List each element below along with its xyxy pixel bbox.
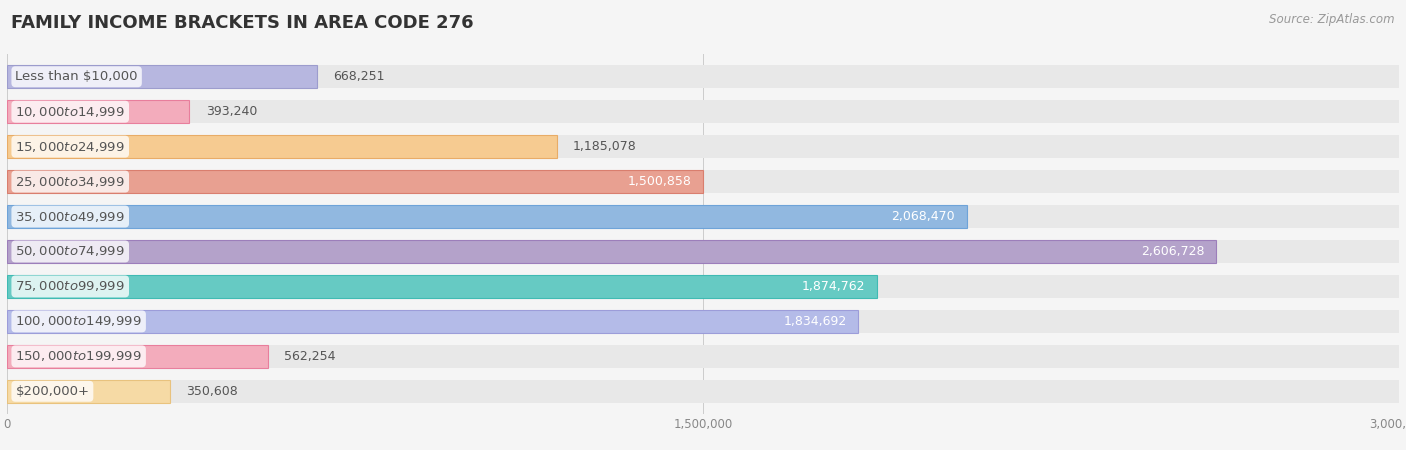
Bar: [7, 65, 318, 88]
Text: Source: ZipAtlas.com: Source: ZipAtlas.com: [1270, 14, 1395, 27]
Text: $25,000 to $34,999: $25,000 to $34,999: [15, 175, 125, 189]
Text: 2,068,470: 2,068,470: [891, 210, 955, 223]
Text: 668,251: 668,251: [333, 70, 385, 83]
Bar: [7, 205, 1399, 228]
Bar: [7, 380, 1399, 403]
Bar: [7, 275, 877, 298]
Text: $150,000 to $199,999: $150,000 to $199,999: [15, 349, 142, 363]
Bar: [7, 345, 1399, 368]
Text: $100,000 to $149,999: $100,000 to $149,999: [15, 315, 142, 328]
Text: $200,000+: $200,000+: [15, 385, 90, 398]
Text: 1,500,858: 1,500,858: [628, 175, 692, 188]
Text: Less than $10,000: Less than $10,000: [15, 70, 138, 83]
Bar: [7, 310, 1399, 333]
Text: 1,834,692: 1,834,692: [783, 315, 846, 328]
Text: $15,000 to $24,999: $15,000 to $24,999: [15, 140, 125, 153]
Text: 1,874,762: 1,874,762: [801, 280, 865, 293]
Bar: [7, 275, 1399, 298]
Bar: [7, 310, 858, 333]
Bar: [7, 135, 1399, 158]
Text: $75,000 to $99,999: $75,000 to $99,999: [15, 279, 125, 293]
Text: FAMILY INCOME BRACKETS IN AREA CODE 276: FAMILY INCOME BRACKETS IN AREA CODE 276: [11, 14, 474, 32]
Bar: [7, 240, 1399, 263]
Bar: [7, 345, 269, 368]
Bar: [7, 240, 1216, 263]
Text: $10,000 to $14,999: $10,000 to $14,999: [15, 105, 125, 119]
Bar: [7, 205, 967, 228]
Bar: [7, 170, 1399, 193]
Text: 350,608: 350,608: [186, 385, 238, 398]
Bar: [7, 170, 703, 193]
Bar: [7, 65, 1399, 88]
Text: $50,000 to $74,999: $50,000 to $74,999: [15, 244, 125, 258]
Bar: [7, 100, 1399, 123]
Text: 562,254: 562,254: [284, 350, 336, 363]
Bar: [7, 100, 190, 123]
Text: 393,240: 393,240: [205, 105, 257, 118]
Text: $35,000 to $49,999: $35,000 to $49,999: [15, 210, 125, 224]
Bar: [7, 135, 557, 158]
Bar: [7, 380, 170, 403]
Text: 1,185,078: 1,185,078: [574, 140, 637, 153]
Text: 2,606,728: 2,606,728: [1142, 245, 1205, 258]
